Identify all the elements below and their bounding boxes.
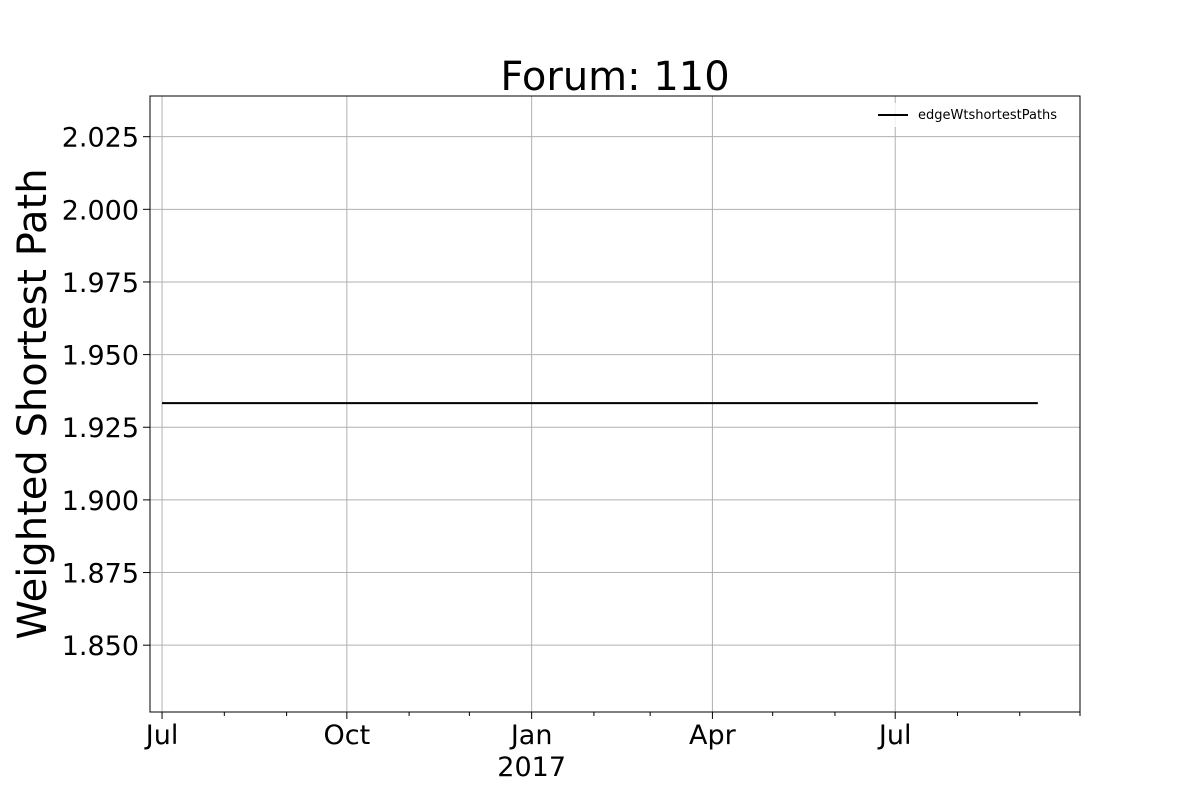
y-tick-label: 1.850 (62, 631, 139, 662)
y-tick-label: 1.900 (62, 486, 139, 517)
y-tick-label: 1.875 (62, 559, 139, 590)
x-tick-label: Jul (877, 720, 912, 751)
y-tick-label: 2.000 (62, 195, 139, 226)
y-tick-label: 1.950 (62, 341, 139, 372)
y-tick-label: 1.975 (62, 268, 139, 299)
legend-label: edgeWtshortestPaths (918, 108, 1057, 123)
x-tick-sublabel: 2017 (497, 752, 566, 783)
x-tick-label: Jul (144, 720, 179, 751)
plot-frame (149, 95, 1081, 713)
chart-title: Forum: 110 (500, 54, 729, 100)
y-tick-label: 1.925 (62, 413, 139, 444)
x-tick-label: Apr (689, 720, 737, 751)
y-tick-label: 2.025 (62, 123, 139, 154)
x-tick-label: Oct (324, 720, 371, 751)
x-tick-label: Jan (509, 720, 553, 751)
legend: edgeWtshortestPaths (870, 103, 1072, 127)
y-axis-label: Weighted Shortest Path (10, 168, 56, 639)
y-axis: 1.850 1.875 1.900 1.925 1.950 1.975 2.000 2.025 (62, 123, 150, 662)
